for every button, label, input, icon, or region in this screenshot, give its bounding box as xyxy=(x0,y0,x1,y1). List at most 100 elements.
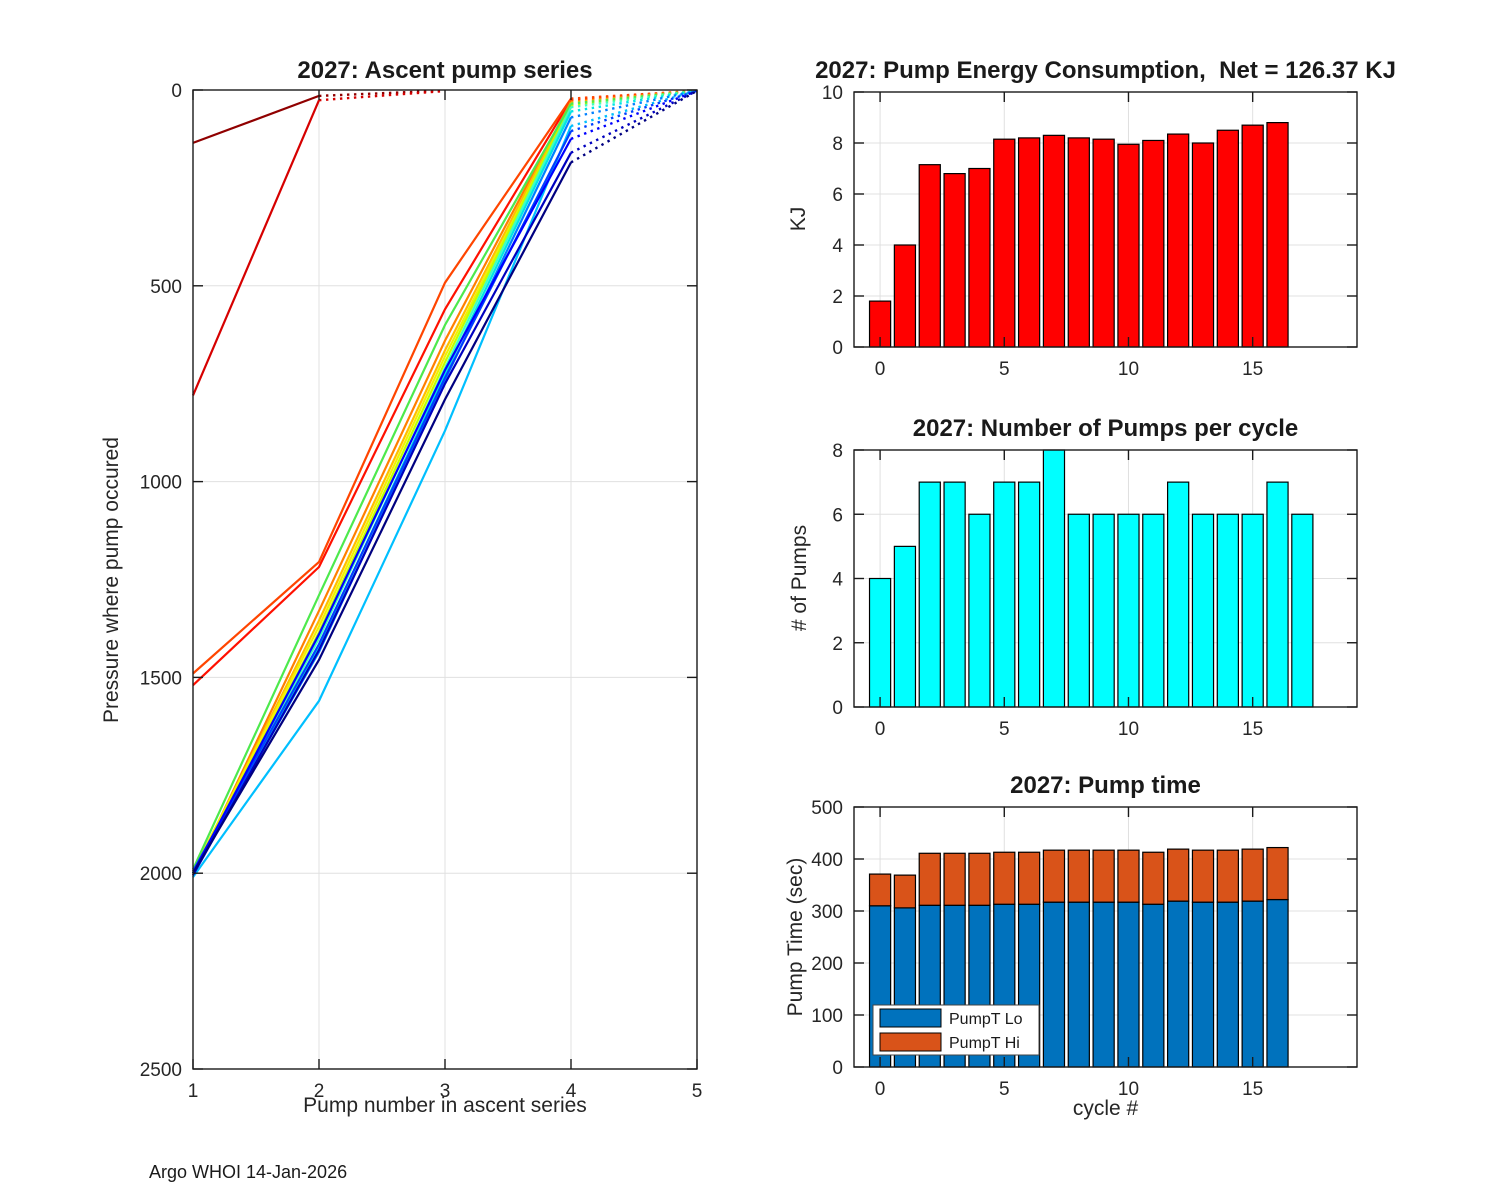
bar xyxy=(1241,124,1264,348)
bar xyxy=(1191,142,1215,348)
y-tick-label: 1500 xyxy=(140,668,182,689)
bar xyxy=(1117,143,1140,348)
stacked-bar-segment xyxy=(1241,900,1264,1068)
bar xyxy=(918,481,941,708)
profile-line xyxy=(192,94,320,144)
bar xyxy=(1191,513,1215,708)
stacked-bar-segment xyxy=(1266,898,1289,1068)
y-tick-label: 2 xyxy=(832,287,843,308)
profile-line xyxy=(192,101,572,876)
y-tick-label: 200 xyxy=(811,954,843,975)
x-tick-label: 15 xyxy=(1242,1079,1263,1100)
stacked-bar-segment xyxy=(1216,901,1239,1068)
watermark-text: Argo WHOI 14-Jan-2026 xyxy=(149,1162,348,1182)
x-tick-label: 0 xyxy=(875,359,886,380)
x-tick-label: 15 xyxy=(1242,719,1263,740)
legend-swatch xyxy=(879,1008,942,1028)
stacked-bar-segment xyxy=(1142,903,1165,1068)
profile-line xyxy=(192,161,572,874)
stacked-bar-segment xyxy=(1191,901,1215,1068)
bar xyxy=(968,167,991,348)
axis-box xyxy=(853,91,1358,348)
y-tick-label: 6 xyxy=(832,505,843,526)
x-tick-label: 15 xyxy=(1242,359,1263,380)
y-tick-label: 8 xyxy=(832,441,843,462)
bar xyxy=(1017,481,1041,708)
y-tick-label: 8 xyxy=(832,134,843,155)
bar xyxy=(1067,513,1090,708)
x-tick-label: 4 xyxy=(566,1081,577,1102)
stacked-bar-segment xyxy=(943,852,966,906)
stacked-bar-segment xyxy=(1117,901,1140,1068)
y-tick-label: 0 xyxy=(832,698,843,719)
y-tick-label: 0 xyxy=(832,338,843,359)
x-tick-label: 0 xyxy=(875,1079,886,1100)
pumptime-y-axis-label: Pump Time (sec) xyxy=(784,857,807,1017)
bar xyxy=(1216,129,1239,348)
x-tick-label: 5 xyxy=(999,359,1010,380)
bar xyxy=(1266,481,1289,708)
profile-line-dotted xyxy=(570,89,698,141)
stacked-bar-segment xyxy=(893,874,917,909)
energy-y-axis-label: KJ xyxy=(787,206,810,232)
stacked-bar-segment xyxy=(918,852,941,906)
bar xyxy=(1042,134,1066,348)
profile-line-dotted xyxy=(570,89,698,128)
y-tick-label: 0 xyxy=(832,1058,843,1079)
stacked-bar-segment xyxy=(1017,851,1041,905)
profile-line xyxy=(191,99,321,396)
bar xyxy=(1142,139,1165,348)
y-tick-label: 2000 xyxy=(140,864,182,885)
bar xyxy=(1092,513,1115,708)
profile-line-dotted xyxy=(570,89,698,164)
bar xyxy=(918,164,941,348)
bar xyxy=(993,481,1016,708)
stacked-bar-segment xyxy=(1042,849,1066,903)
bar xyxy=(1092,138,1115,348)
profile-line-dotted xyxy=(570,89,698,133)
bar xyxy=(968,513,991,708)
profile-line xyxy=(192,99,572,687)
y-tick-label: 4 xyxy=(832,236,843,257)
profile-line-dotted xyxy=(318,89,439,98)
profile-line xyxy=(192,152,572,876)
legend-label: PumpT Hi xyxy=(949,1035,1020,1052)
profile-line xyxy=(192,138,572,874)
axis-box xyxy=(853,806,1358,1068)
y-tick-label: 2500 xyxy=(140,1060,182,1081)
profile-line-dotted xyxy=(570,89,698,154)
x-tick-label: 5 xyxy=(999,1079,1010,1100)
stacked-bar-segment xyxy=(1191,849,1215,903)
pumptime-x-axis-label: cycle # xyxy=(1072,1097,1139,1120)
stacked-bar-segment xyxy=(1241,848,1264,902)
y-tick-label: 1000 xyxy=(140,473,182,494)
bar xyxy=(1291,513,1314,708)
stacked-bar-segment xyxy=(1166,900,1190,1068)
bar xyxy=(943,481,966,708)
y-tick-label: 6 xyxy=(832,185,843,206)
x-tick-label: 1 xyxy=(188,1081,199,1102)
stacked-bar-segment xyxy=(1067,901,1090,1068)
bar xyxy=(868,577,892,708)
y-tick-label: 100 xyxy=(811,1006,843,1027)
x-tick-label: 10 xyxy=(1118,1079,1139,1100)
bar xyxy=(1266,121,1289,348)
x-tick-label: 5 xyxy=(692,1081,703,1102)
ascent-chart-title: 2027: Ascent pump series xyxy=(297,57,593,84)
y-tick-label: 2 xyxy=(832,634,843,655)
stacked-bar-segment xyxy=(1117,849,1140,903)
x-tick-label: 10 xyxy=(1118,359,1139,380)
bar xyxy=(993,138,1016,348)
profile-line-dotted xyxy=(570,89,698,119)
profile-line xyxy=(192,97,572,675)
stacked-bar-segment xyxy=(968,852,991,906)
x-tick-label: 10 xyxy=(1118,719,1139,740)
bar xyxy=(1042,449,1066,708)
pumps-chart-title: 2027: Number of Pumps per cycle xyxy=(912,415,1299,442)
stacked-bar-segment xyxy=(1067,849,1090,903)
bar xyxy=(1117,513,1140,708)
bar xyxy=(1166,133,1190,348)
bar xyxy=(1067,137,1090,348)
stacked-bar-segment xyxy=(1042,901,1066,1068)
